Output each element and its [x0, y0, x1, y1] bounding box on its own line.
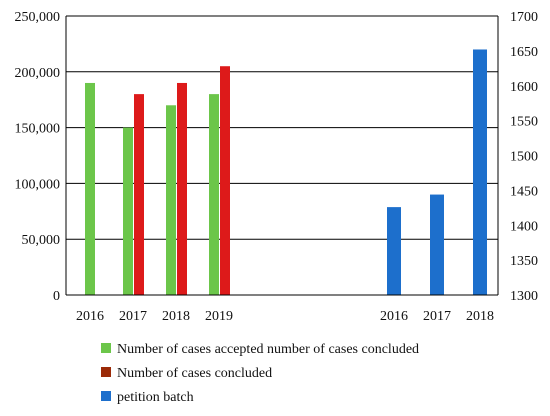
- x-tick-label: 2019: [205, 309, 233, 324]
- bar-petition-batch-2018: [473, 49, 487, 296]
- left-axis-tick-label: 150,000: [15, 122, 61, 137]
- bar-cases-concluded-2019: [220, 66, 230, 295]
- legend: Number of cases accepted number of cases…: [101, 342, 419, 405]
- x-tick-label: 2018: [162, 309, 190, 324]
- right-axis-tick-label: 1500: [510, 150, 538, 165]
- bar-petition-batch-2016: [387, 207, 401, 295]
- bars: [85, 49, 487, 296]
- x-tick-label: 2016: [380, 309, 408, 324]
- bar-cases-accepted-2019: [209, 94, 219, 296]
- left-axis-tick-label: 200,000: [15, 66, 61, 81]
- legend-swatch: [101, 367, 111, 377]
- x-tick-label: 2018: [466, 309, 494, 324]
- x-tick-label: 2017: [119, 309, 147, 324]
- bar-cases-accepted-2016: [85, 82, 95, 296]
- legend-label: Number of cases concluded: [117, 366, 272, 381]
- axes: 0 50,000 100,000 150,000 200,000 250,000 1300 1…: [15, 10, 539, 324]
- right-axis-tick-label: 1350: [510, 254, 538, 269]
- right-axis-tick-label: 1650: [510, 45, 538, 60]
- bar-cases-accepted-2017: [123, 127, 133, 295]
- right-axis-tick-label: 1400: [510, 219, 538, 234]
- bar-cases-concluded-2017: [134, 94, 144, 296]
- legend-swatch: [101, 391, 111, 401]
- left-axis-tick-label: 0: [53, 289, 60, 304]
- left-axis-tick-label: 250,000: [15, 10, 61, 25]
- bar-cases-concluded-2018: [177, 82, 187, 296]
- right-axis-tick-label: 1300: [510, 289, 538, 304]
- right-axis-tick-label: 1550: [510, 115, 538, 130]
- legend-label: Number of cases accepted number of cases…: [117, 342, 419, 357]
- legend-swatch: [101, 343, 111, 353]
- bar-cases-accepted-2018: [166, 105, 176, 295]
- bar-petition-batch-2017: [430, 194, 444, 295]
- legend-label: petition batch: [117, 390, 194, 405]
- right-axis-tick-label: 1700: [510, 10, 538, 25]
- right-axis-tick-label: 1600: [510, 80, 538, 95]
- x-tick-label: 2016: [76, 309, 104, 324]
- left-axis-tick-label: 100,000: [15, 177, 61, 192]
- right-axis-tick-label: 1450: [510, 184, 538, 199]
- x-tick-label: 2017: [423, 309, 451, 324]
- left-axis-tick-label: 50,000: [22, 233, 61, 248]
